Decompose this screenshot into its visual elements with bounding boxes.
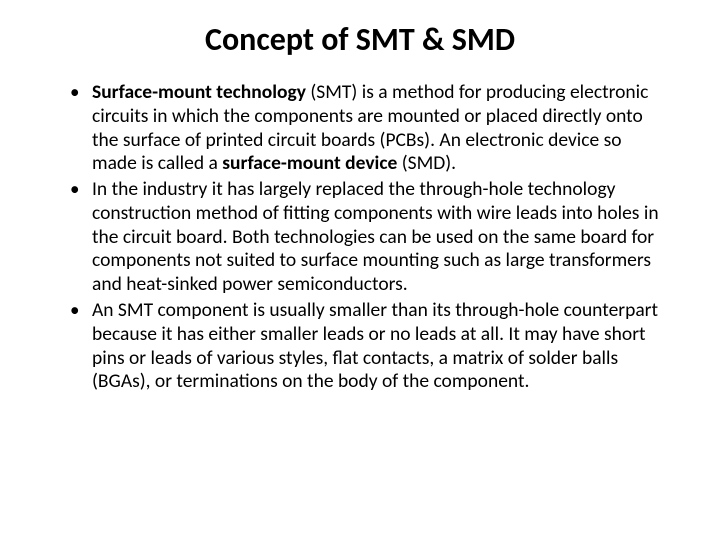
bullet-item-1: Surface-mount technology (SMT) is a meth…: [70, 81, 670, 176]
bold-text-smt: Surface-mount technology: [92, 80, 306, 104]
bullet-item-3: An SMT component is usually smaller than…: [70, 299, 670, 394]
bullet-item-2: In the industry it has largely replaced …: [70, 178, 670, 297]
bullet-text-1b: (SMD).: [397, 151, 456, 175]
bullet-text-2: In the industry it has largely replaced …: [92, 177, 659, 296]
bold-text-smd: surface-mount device: [222, 151, 397, 175]
slide-title: Concept of SMT & SMD: [50, 20, 670, 59]
bullet-text-3: An SMT component is usually smaller than…: [92, 298, 658, 393]
bullet-list: Surface-mount technology (SMT) is a meth…: [50, 81, 670, 394]
